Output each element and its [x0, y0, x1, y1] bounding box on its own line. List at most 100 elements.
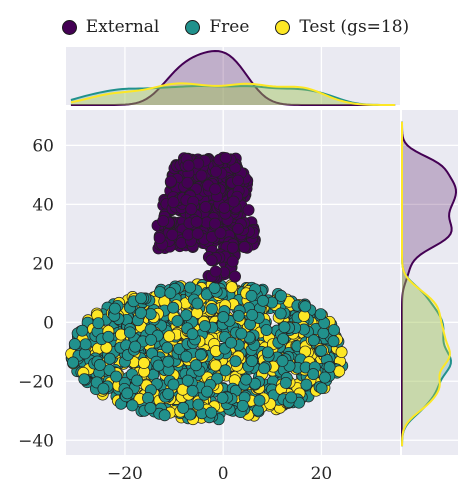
data-point-external	[166, 228, 179, 241]
data-point-free	[161, 341, 174, 354]
data-point-free	[76, 324, 89, 337]
data-point-external	[205, 254, 218, 267]
data-point-free	[319, 371, 331, 384]
data-point-free	[190, 359, 203, 372]
data-point-free	[67, 356, 80, 369]
data-point-free	[314, 308, 327, 321]
data-point-free	[219, 364, 232, 377]
data-point-free	[235, 327, 248, 340]
right-marginal-kde	[401, 121, 458, 447]
y-tick-label: 0	[43, 313, 54, 333]
data-point-free	[162, 355, 175, 368]
data-point-free	[102, 330, 115, 343]
y-tick-label: −40	[18, 431, 54, 451]
data-point-free	[258, 362, 271, 375]
data-point-external	[219, 152, 232, 165]
top-kde-line-test	[70, 82, 396, 106]
top-marginal-kde	[70, 49, 396, 106]
data-point-free	[186, 328, 199, 341]
data-point-free	[278, 321, 291, 334]
data-point-external	[232, 174, 244, 187]
top-kde-line-external	[70, 49, 396, 106]
data-point-free	[246, 308, 259, 321]
data-point-free	[171, 315, 184, 327]
data-point-external	[181, 176, 194, 189]
x-tick-label: 20	[311, 464, 333, 484]
data-point-free	[164, 287, 177, 299]
data-point-free	[123, 326, 136, 339]
data-point-free	[68, 338, 81, 351]
data-point-free	[246, 355, 258, 368]
data-point-free	[92, 317, 105, 330]
scatter-points	[65, 151, 349, 426]
data-point-free	[103, 352, 116, 365]
data-point-free	[142, 392, 154, 404]
data-point-free	[205, 303, 218, 315]
data-point-external	[164, 175, 177, 188]
top-kde-line-free	[70, 85, 396, 106]
data-point-free	[323, 361, 336, 374]
right-kde-line-external	[401, 121, 458, 447]
data-point-external	[242, 204, 255, 216]
data-point-external	[209, 183, 222, 196]
right-kde-line-test	[401, 121, 451, 447]
data-point-test	[225, 281, 238, 294]
data-point-free	[129, 340, 142, 353]
data-point-free	[328, 324, 340, 337]
legend-label-free: Free	[209, 17, 250, 37]
right-kde-fill-external	[402, 121, 456, 447]
data-point-free	[261, 346, 274, 359]
data-point-free	[177, 401, 190, 414]
data-point-external	[229, 270, 241, 283]
data-point-free	[131, 374, 144, 387]
data-point-free	[158, 409, 171, 422]
data-point-free	[180, 309, 193, 322]
data-point-free	[279, 376, 292, 389]
data-point-free	[192, 398, 205, 411]
data-point-free	[276, 354, 289, 367]
data-point-free	[253, 394, 266, 407]
data-point-external	[227, 195, 240, 208]
data-point-free	[79, 338, 92, 351]
data-point-free	[208, 281, 221, 294]
data-point-free	[186, 384, 199, 397]
data-point-free	[167, 301, 180, 314]
data-point-external	[226, 255, 239, 268]
data-point-test	[209, 359, 222, 372]
y-tick-label: 60	[32, 136, 54, 156]
data-point-free	[315, 344, 328, 357]
data-point-external	[182, 159, 195, 172]
data-point-external	[232, 222, 245, 235]
data-point-free	[191, 297, 204, 310]
data-point-free	[110, 370, 123, 383]
data-point-external	[167, 196, 180, 209]
data-point-free	[275, 289, 287, 302]
data-point-free	[145, 333, 158, 346]
data-point-free	[232, 309, 245, 322]
data-point-external	[210, 165, 222, 178]
legend-marker-free	[185, 19, 201, 35]
y-tick-label: 20	[32, 254, 54, 274]
data-point-external	[157, 215, 170, 227]
data-point-free	[144, 402, 157, 414]
data-point-external	[209, 265, 222, 278]
legend-label-test: Test (gs=18)	[299, 17, 410, 37]
data-point-free	[285, 391, 298, 404]
data-point-free	[252, 404, 264, 417]
data-point-free	[240, 373, 253, 386]
right-kde-fill-free	[402, 121, 451, 447]
data-point-test	[163, 330, 176, 343]
legend-item-external: External	[61, 17, 159, 37]
data-point-free	[154, 286, 166, 298]
data-point-free	[216, 391, 229, 404]
data-point-free	[217, 311, 230, 324]
data-point-free	[236, 399, 249, 412]
data-point-free	[274, 307, 287, 320]
data-point-external	[238, 241, 251, 253]
data-point-free	[97, 382, 110, 395]
data-point-free	[201, 385, 214, 398]
data-point-free	[245, 289, 258, 302]
data-point-free	[93, 359, 106, 371]
top-marginal-panel	[66, 47, 400, 105]
data-point-free	[307, 334, 320, 347]
